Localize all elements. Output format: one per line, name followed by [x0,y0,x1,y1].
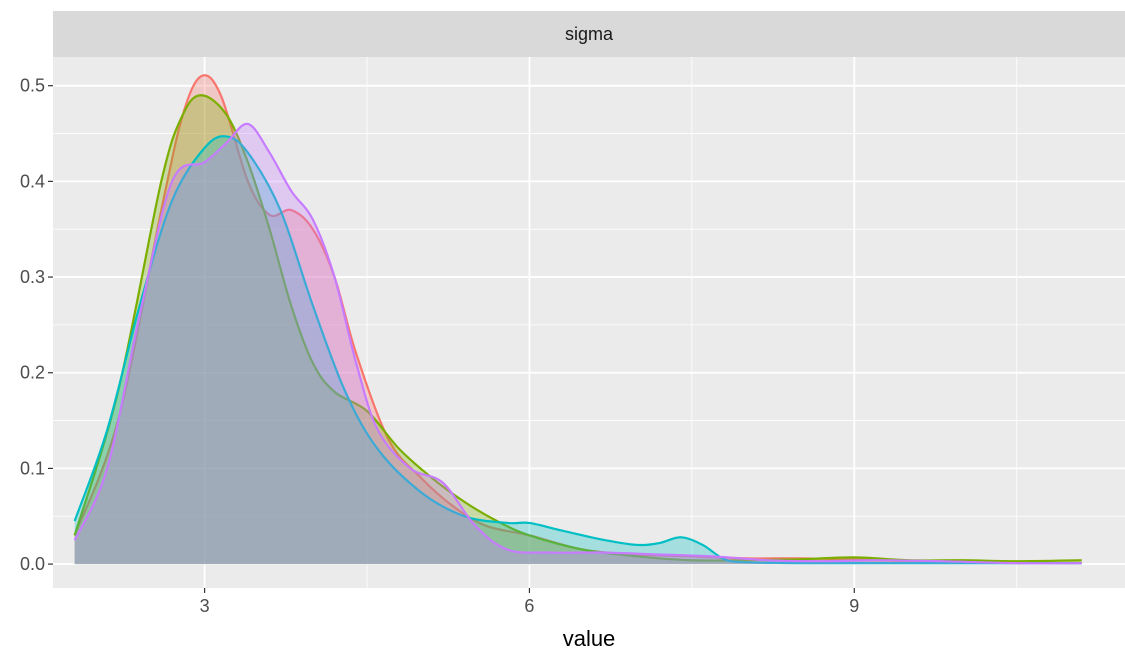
density-line-2 [73,94,1082,563]
density-line-3 [73,135,1082,565]
y-tick-label: 0.5 [20,76,45,96]
density-series [73,74,1082,565]
x-tick-label: 9 [849,596,859,616]
facet-strip-label: sigma [565,24,614,44]
density-line-4 [73,122,1082,565]
y-tick-label: 0.3 [20,267,45,287]
y-axis: 0.0 0.1 0.2 0.3 0.4 0.5 [20,76,53,574]
density-area-3 [74,136,1082,565]
facet-strip [53,11,1125,57]
y-tick-label: 0.0 [20,554,45,574]
x-axis-title: value [563,626,616,651]
x-tick-label: 3 [200,596,210,616]
x-axis: 3 6 9 [200,588,859,616]
density-area-1 [74,75,1082,565]
y-tick-label: 0.2 [20,363,45,383]
x-tick-label: 6 [524,596,534,616]
plot-panel [53,57,1125,588]
y-tick-label: 0.1 [20,458,45,478]
grid-lines [53,57,1125,588]
density-area-2 [74,95,1082,565]
density-area-4 [74,123,1082,565]
y-tick-label: 0.4 [20,171,45,191]
